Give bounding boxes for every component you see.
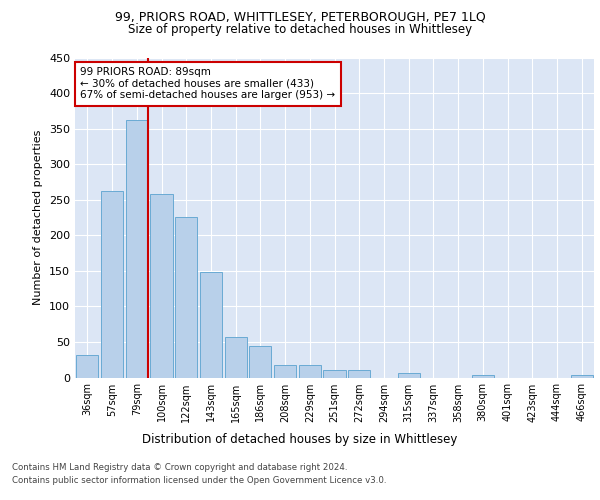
Text: 99, PRIORS ROAD, WHITTLESEY, PETERBOROUGH, PE7 1LQ: 99, PRIORS ROAD, WHITTLESEY, PETERBOROUG… [115, 11, 485, 24]
Bar [472, 374, 494, 378]
Bar [249, 346, 271, 378]
Bar [224, 337, 247, 378]
Bar [323, 370, 346, 378]
Text: Contains public sector information licensed under the Open Government Licence v3: Contains public sector information licen… [12, 476, 386, 485]
Text: 99 PRIORS ROAD: 89sqm
← 30% of detached houses are smaller (433)
67% of semi-det: 99 PRIORS ROAD: 89sqm ← 30% of detached … [80, 67, 335, 100]
Bar [299, 364, 321, 378]
Bar [348, 370, 370, 378]
Text: Size of property relative to detached houses in Whittlesey: Size of property relative to detached ho… [128, 22, 472, 36]
Bar [151, 194, 173, 378]
Bar [125, 120, 148, 378]
Bar [76, 356, 98, 378]
Bar [175, 217, 197, 378]
Bar [274, 364, 296, 378]
Bar [398, 373, 420, 378]
Bar [200, 272, 222, 378]
Bar [101, 191, 123, 378]
Y-axis label: Number of detached properties: Number of detached properties [34, 130, 43, 305]
Text: Contains HM Land Registry data © Crown copyright and database right 2024.: Contains HM Land Registry data © Crown c… [12, 462, 347, 471]
Text: Distribution of detached houses by size in Whittlesey: Distribution of detached houses by size … [142, 432, 458, 446]
Bar [571, 374, 593, 378]
